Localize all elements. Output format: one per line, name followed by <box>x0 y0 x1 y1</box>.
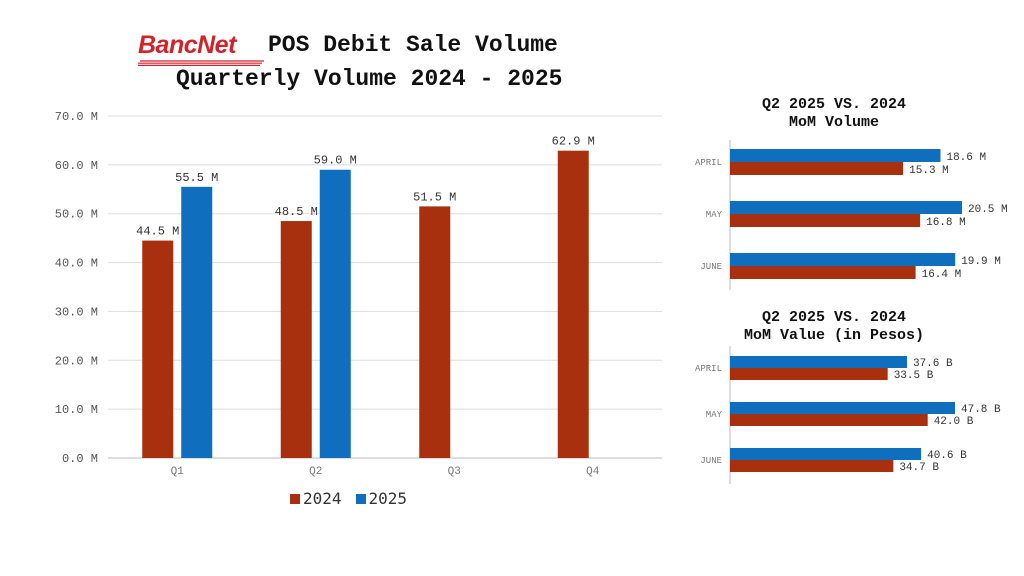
mom-value-title-line2: MoM Value (in Pesos) <box>743 327 925 344</box>
y-tick-label: 0.0 M <box>62 452 98 466</box>
mom-volume-title-line1: Q2 2025 VS. 2024 <box>761 96 907 113</box>
y-tick-label: 10.0 M <box>55 403 98 417</box>
data-label: 47.8 B <box>961 404 1001 416</box>
legend-label-2024: 2024 <box>303 489 342 508</box>
y-tick-label: 40.0 M <box>55 257 98 271</box>
bar-2025-may <box>730 201 962 214</box>
mom-value-title: Q2 2025 VS. 2024 MoM Value (in Pesos) <box>684 309 984 345</box>
category-label: MAY <box>706 410 723 420</box>
bar-2024-q2 <box>280 221 312 458</box>
bancnet-logo: BancNet <box>138 30 236 60</box>
logo-text: BancNet <box>138 31 236 59</box>
data-label: 19.9 M <box>961 256 1001 268</box>
chart-title-line2: Quarterly Volume 2024 - 2025 <box>176 66 563 92</box>
legend-swatch-2025 <box>355 493 366 504</box>
data-label: 59.0 M <box>314 154 357 168</box>
bar-2024-april <box>730 368 888 380</box>
bar-2025-june <box>730 253 956 266</box>
data-label: 37.6 B <box>913 358 953 370</box>
y-tick-label: 30.0 M <box>55 305 98 319</box>
data-label: 16.8 M <box>926 217 966 229</box>
y-tick-label: 20.0 M <box>55 354 98 368</box>
legend: 2024 2025 <box>290 489 417 508</box>
mom-volume-title: Q2 2025 VS. 2024 MoM Volume <box>684 96 984 132</box>
data-label: 62.9 M <box>552 135 595 149</box>
bar-2025-april <box>730 356 907 368</box>
data-label: 51.5 M <box>413 190 456 204</box>
bar-2024-june <box>730 266 916 279</box>
data-label: 42.0 B <box>934 416 974 428</box>
y-tick-label: 50.0 M <box>55 208 98 222</box>
mom-value-chart: APRIL 37.6 B33.5 B MAY 47.8 B42.0 B JUNE 40.6… <box>695 346 1001 484</box>
bar-2024-june <box>730 460 894 472</box>
bar-2024-april <box>730 162 904 175</box>
legend-item-2024: 2024 <box>290 489 342 508</box>
legend-label-2025: 2025 <box>368 489 408 508</box>
category-label: MAY <box>706 210 723 220</box>
x-tick-label: Q2 <box>309 466 322 478</box>
data-label: 48.5 M <box>275 205 318 219</box>
data-label: 16.4 M <box>922 269 962 281</box>
mom-volume-chart: APRIL 18.6 M15.3 M MAY 20.5 M16.8 M JUNE 19.9… <box>695 140 1008 290</box>
data-label: 44.5 M <box>136 225 179 239</box>
data-label: 33.5 B <box>894 370 934 382</box>
y-tick-label: 70.0 M <box>55 110 98 124</box>
bar-2025-q1 <box>181 186 213 458</box>
category-label: APRIL <box>695 364 722 374</box>
x-tick-label: Q1 <box>171 466 185 478</box>
x-tick-label: Q3 <box>448 466 461 478</box>
y-tick-label: 60.0 M <box>55 159 98 173</box>
data-label: 34.7 B <box>899 462 939 474</box>
category-label: JUNE <box>700 456 722 466</box>
bar-2024-may <box>730 214 921 227</box>
chart-title-line1: POS Debit Sale Volume <box>268 32 558 58</box>
bar-2024-q3 <box>419 206 451 458</box>
bar-2025-may <box>730 402 955 414</box>
data-label: 20.5 M <box>968 204 1008 216</box>
legend-swatch-2024 <box>290 493 300 504</box>
data-label: 55.5 M <box>175 171 218 185</box>
quarterly-volume-chart: 0.0 M 10.0 M 20.0 M 30.0 M 40.0 M 50.0 M 60.0 … <box>55 110 662 478</box>
category-label: JUNE <box>700 262 722 272</box>
bar-2025-q2 <box>319 169 351 458</box>
category-label: APRIL <box>695 158 722 168</box>
x-tick-label: Q4 <box>586 466 600 478</box>
bar-2025-april <box>730 149 941 162</box>
mom-volume-title-line2: MoM Volume <box>788 114 879 131</box>
bar-2024-q1 <box>142 240 174 458</box>
mom-value-title-line1: Q2 2025 VS. 2024 <box>761 309 907 326</box>
bar-2025-june <box>730 448 922 460</box>
legend-item-2025: 2025 <box>355 489 408 508</box>
data-label: 18.6 M <box>946 152 986 164</box>
data-label: 15.3 M <box>909 165 949 177</box>
logo-underline <box>138 60 264 66</box>
data-label: 40.6 B <box>927 450 967 462</box>
bar-2024-q4 <box>557 150 589 458</box>
bar-2024-may <box>730 414 928 426</box>
